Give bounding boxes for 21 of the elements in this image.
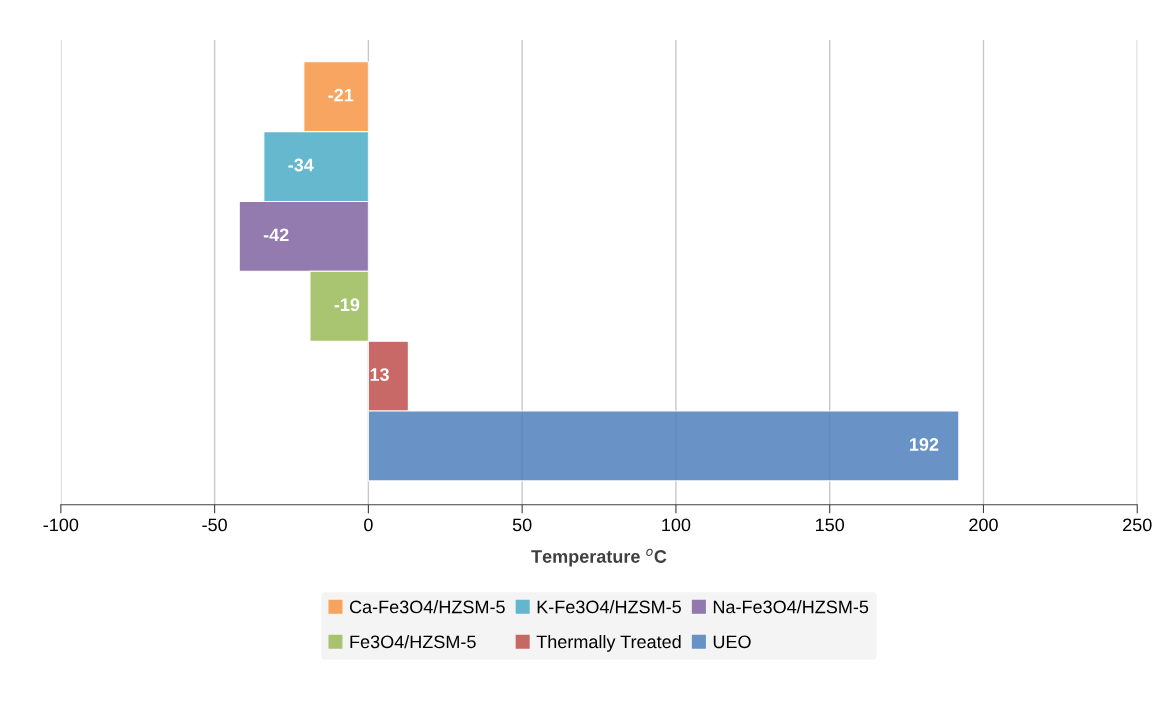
- x-axis-title: Temperature $^{o}$C: [531, 548, 667, 567]
- x-tick-label: 0: [364, 518, 373, 532]
- data-label: 192: [910, 438, 939, 451]
- x-tick-label: -50: [202, 518, 227, 532]
- data-label: -42: [263, 228, 289, 242]
- x-tick-label: 50: [512, 518, 532, 532]
- data-label: -34: [288, 158, 314, 172]
- legend-label: Na-Fe3O4/HZSM-5: [713, 600, 869, 614]
- data-label: 13: [370, 368, 389, 381]
- x-tick-label: 150: [816, 518, 845, 532]
- legend-label: UEO: [713, 635, 751, 649]
- legend-label: Thermally Treated: [536, 634, 681, 652]
- legend-label: Fe3O4/HZSM-5: [350, 634, 476, 649]
- x-tick-label: 200: [969, 518, 998, 532]
- x-tick-label: 100: [662, 518, 691, 532]
- x-tick-label: 250: [1123, 518, 1152, 532]
- data-label: -19: [334, 298, 360, 312]
- data-label: -21: [328, 88, 354, 102]
- x-tick-label: -100: [43, 518, 79, 532]
- legend-label: K-Fe3O4/HZSM-5: [537, 600, 681, 614]
- legend-label: Ca-Fe3O4/HZSM-5: [349, 600, 505, 614]
